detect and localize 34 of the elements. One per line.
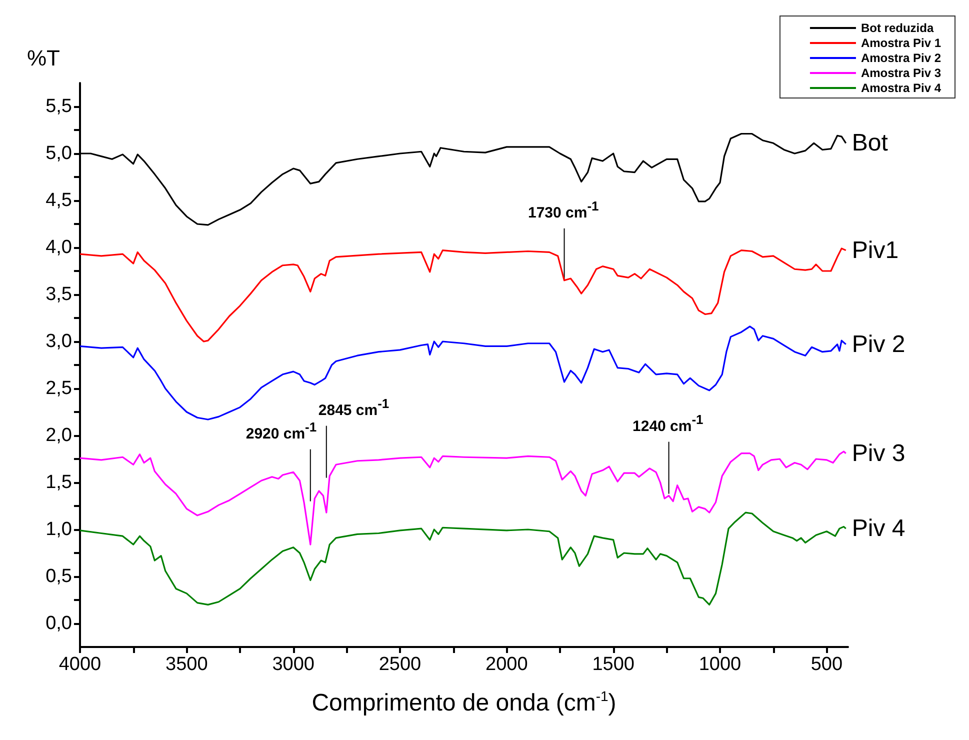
annotation: Piv 4 [852, 515, 906, 542]
y-tick-label: 5,5 [46, 96, 72, 117]
x-tick-label: 3000 [272, 654, 314, 675]
y-tick-label: 0,5 [46, 566, 72, 587]
y-tick-label: 4,5 [46, 190, 72, 211]
annotation: Piv 2 [852, 330, 906, 358]
annotation: Piv 3 [852, 440, 906, 467]
y-tick-label: 3,0 [46, 331, 72, 352]
y-tick-label: 5,0 [46, 143, 72, 164]
y-tick-label: 3,5 [46, 284, 72, 305]
legend-label: Amostra Piv 4 [860, 81, 942, 95]
line-series [79, 248, 847, 342]
line-series [79, 512, 847, 606]
y-tick-label: 1,0 [46, 519, 72, 540]
x-tick-label: 1500 [592, 654, 634, 675]
legend-label: Amostra Piv 3 [860, 66, 942, 80]
y-tick-label: 2,5 [46, 378, 72, 399]
x-tick-label: 2000 [486, 654, 528, 675]
line-series [79, 450, 847, 546]
x-tick-label: 3500 [166, 654, 208, 675]
annotation: Piv1 [852, 236, 899, 264]
annotation: Bot [852, 130, 888, 157]
legend-label: Amostra Piv 1 [860, 36, 942, 50]
x-tick-label: 1000 [698, 654, 742, 675]
x-tick-label: 4000 [58, 654, 102, 675]
y-tick-label: 4,0 [46, 237, 72, 258]
y-tick-label: 0,0 [46, 613, 72, 634]
legend-label: Bot reduzida [860, 21, 934, 35]
x-tick-label: 2500 [378, 654, 422, 675]
y-tick-label: 1,5 [46, 472, 72, 493]
legend-label: Amostra Piv 2 [860, 51, 942, 65]
x-tick-label: 500 [810, 654, 843, 675]
y-axis-title: %T [27, 46, 60, 70]
y-tick-label: 2,0 [46, 425, 72, 446]
